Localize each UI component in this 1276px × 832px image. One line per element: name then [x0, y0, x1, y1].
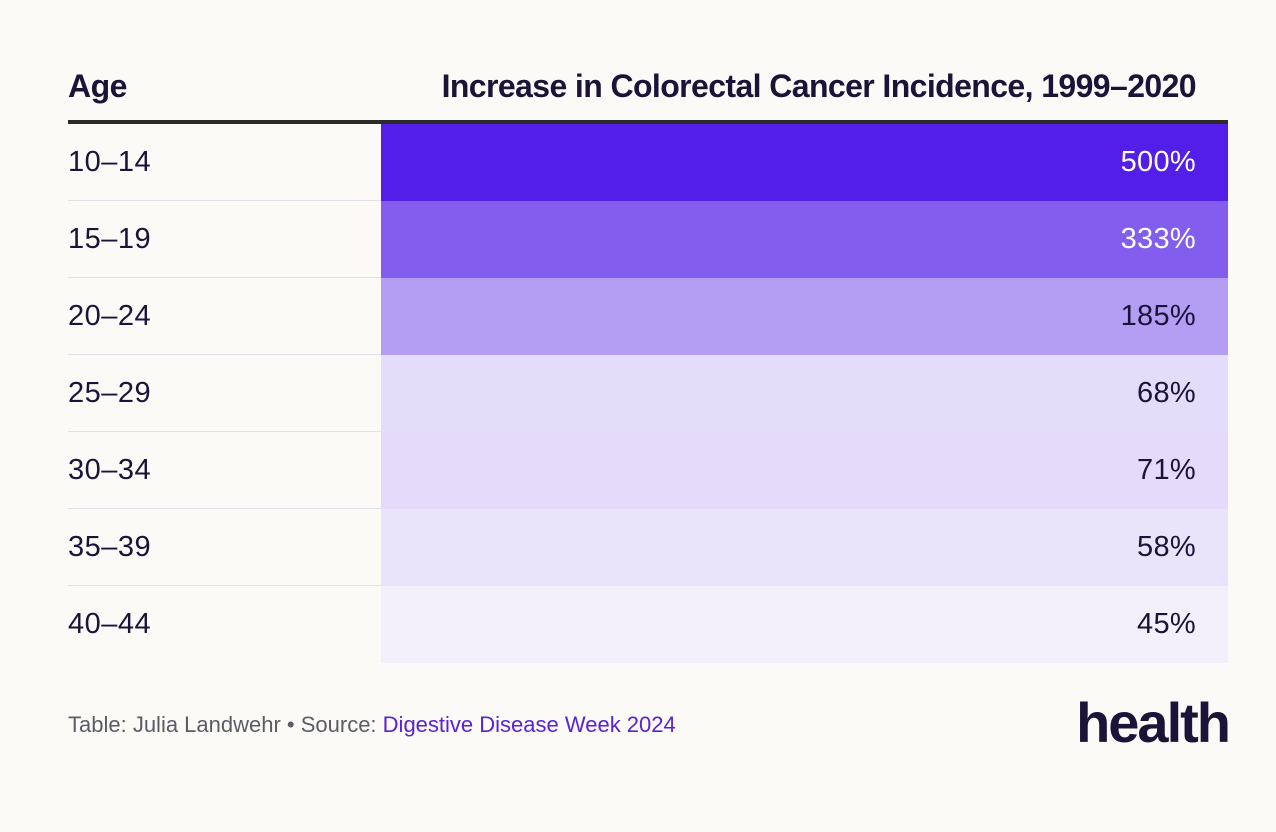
value-cell: 500% — [381, 124, 1228, 201]
age-cell: 35–39 — [68, 531, 152, 563]
column-header-increase: Increase in Colorectal Cancer Incidence,… — [441, 68, 1197, 104]
data-table: Age Increase in Colorectal Cancer Incide… — [68, 60, 1228, 663]
credit-text: Table: Julia Landwehr • Source: — [68, 712, 383, 737]
value-cell: 58% — [381, 509, 1228, 586]
value-cell: 71% — [381, 432, 1228, 509]
age-cell: 25–29 — [68, 377, 152, 409]
table-header: Age Increase in Colorectal Cancer Incide… — [68, 60, 1228, 124]
value-cell: 45% — [381, 586, 1228, 663]
value-cell: 333% — [381, 201, 1228, 278]
table-row: 25–29 68% — [68, 355, 1228, 432]
table-row: 30–34 71% — [68, 432, 1228, 509]
column-header-age: Age — [68, 68, 127, 104]
value-cell: 185% — [381, 278, 1228, 355]
value-cell: 68% — [381, 355, 1228, 432]
footer-credit: Table: Julia Landwehr • Source: Digestiv… — [68, 712, 676, 738]
age-cell: 15–19 — [68, 223, 152, 255]
table-row: 20–24 185% — [68, 278, 1228, 355]
age-cell: 40–44 — [68, 608, 152, 640]
age-cell: 10–14 — [68, 146, 152, 178]
table-row: 35–39 58% — [68, 509, 1228, 586]
age-cell: 30–34 — [68, 454, 152, 486]
table-row: 15–19 333% — [68, 201, 1228, 278]
table-row: 10–14 500% — [68, 124, 1228, 201]
age-cell: 20–24 — [68, 300, 152, 332]
table-body: 10–14 500% 15–19 333% 20–24 185% 25–29 68% 30–34… — [68, 124, 1228, 663]
source-link[interactable]: Digestive Disease Week 2024 — [382, 712, 676, 737]
table-row: 40–44 45% — [68, 586, 1228, 663]
health-logo: health — [1076, 691, 1231, 754]
